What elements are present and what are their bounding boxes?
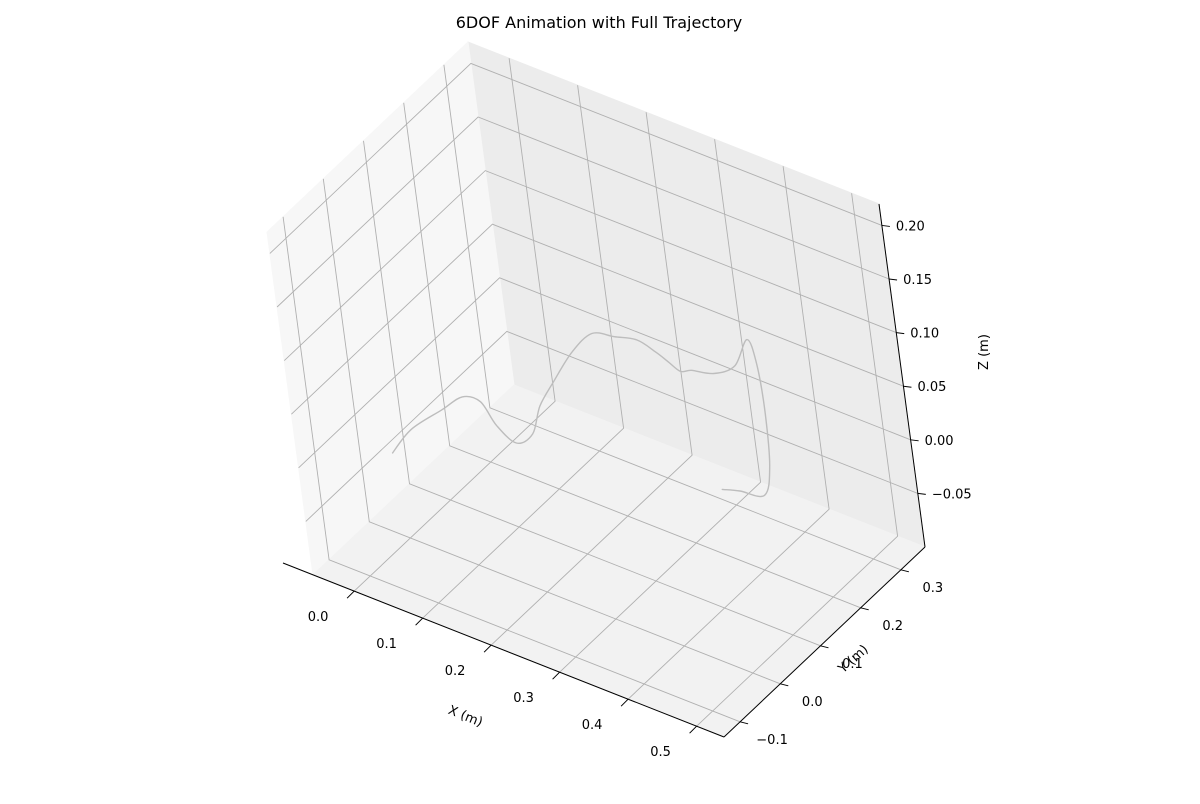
x-tick [620,698,629,707]
y-tick-label: 0.0 [802,695,823,710]
z-grid-line [276,116,890,308]
z-axis-line [878,203,926,548]
z-tick [889,278,898,281]
x-tick [346,590,355,599]
z-tick [903,385,912,388]
grid-lines [269,58,918,727]
x-grid-line [559,139,762,673]
z-tick-label: 0.05 [917,380,946,395]
y-axis-line [723,546,926,738]
y-grid-line [443,64,902,571]
z-grid-line [305,330,918,522]
y-tick [860,607,869,611]
trajectory-line [391,332,771,498]
z-tick [881,224,890,227]
x-tick-label: 0.3 [513,691,534,706]
y-axis-label: Y (m) [835,642,872,677]
z-tick [896,332,905,335]
z-grid-line [298,277,911,469]
z-grid-line [291,223,904,415]
x-grid-line [422,85,625,619]
x-tick [415,617,423,626]
x-tick [552,671,560,680]
x-grid-line [353,58,556,592]
x-tick-label: 0.0 [308,610,329,625]
z-grid-line [283,170,897,361]
y-grid-line [282,216,741,723]
z-grid-line [269,62,883,254]
z-axis-label: Z (m) [977,334,992,370]
z-tick-label: −0.05 [932,487,972,502]
z-tick [917,492,926,495]
y-grid-line [322,178,781,685]
y-tick-label: 0.1 [842,657,863,672]
chart-title: 6DOF Animation with Full Trajectory [456,13,743,32]
tick-labels: 0.0 0.1 0.2 0.3 0.4 0.5 −0.1 0.0 0.1 0.2 0.3 −0.05 0… [308,219,972,760]
x-axis-label: X (m) [446,703,485,730]
x-tick-label: 0.1 [376,637,397,652]
y-tick-label: 0.3 [923,581,944,596]
x-tick-label: 0.5 [650,745,671,760]
axis-panes [266,40,926,738]
x-tick [483,644,492,653]
y-tick [739,721,749,725]
x-tick-label: 0.4 [582,718,603,733]
x-tick [689,725,697,734]
x-grid-line [696,193,899,727]
y-tick [780,683,789,687]
z-tick-label: 0.15 [903,273,932,288]
y-grid-line [363,140,821,647]
y-tick [820,645,829,649]
x-tick-label: 0.2 [445,664,466,679]
axis-lines [282,203,926,738]
z-tick-label: 0.20 [896,219,925,234]
y-grid-line [403,102,861,609]
series-layer [391,332,771,498]
x-axis-line [282,562,725,738]
y-tick-label: 0.2 [882,619,903,634]
x-grid-line [490,112,693,646]
z-tick-label: 0.10 [910,327,939,342]
z-tick [910,439,919,442]
z-tick-label: 0.00 [925,434,954,449]
y-tick [900,569,910,573]
y-tick-label: −0.1 [756,733,788,748]
x-grid-line [627,166,830,700]
